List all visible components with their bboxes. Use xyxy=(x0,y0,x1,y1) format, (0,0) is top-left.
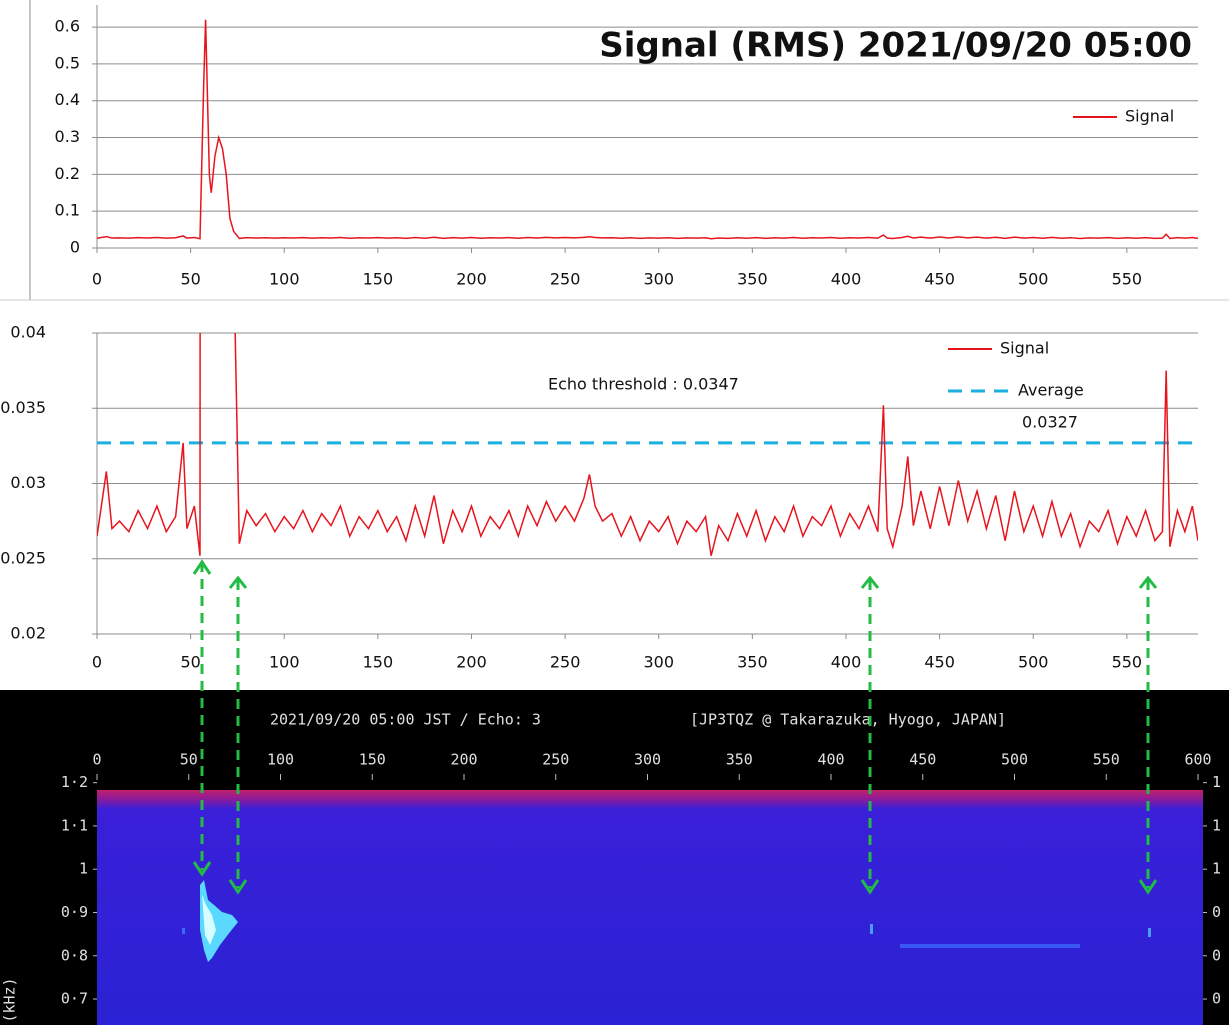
y-tick-label: 0.025 xyxy=(0,548,46,567)
y2-tick-label: 0 xyxy=(1212,990,1221,1008)
y-tick-label: 0.2 xyxy=(55,164,80,183)
x-tick-label: 600 xyxy=(1184,751,1211,769)
y-tick-label: 0·9 xyxy=(61,903,88,921)
x-tick-label: 200 xyxy=(456,653,487,672)
y2-tick-label: 1 xyxy=(1212,773,1221,791)
spectrogram-image xyxy=(97,790,1203,1025)
y-tick-label: 1·1 xyxy=(61,816,88,834)
x-tick-label: 500 xyxy=(1018,653,1049,672)
y-tick-label: 1 xyxy=(79,860,88,878)
x-tick-label: 550 xyxy=(1112,653,1143,672)
x-tick-label: 450 xyxy=(924,653,955,672)
y-tick-label: 0·8 xyxy=(61,946,88,964)
x-tick-label: 500 xyxy=(1018,270,1049,289)
arrow-head xyxy=(1138,575,1158,589)
x-tick-label: 200 xyxy=(456,270,487,289)
x-tick-label: 400 xyxy=(817,751,844,769)
y-tick-label: 1·2 xyxy=(61,773,88,791)
arrows xyxy=(192,559,1158,895)
chart-title: Signal (RMS) 2021/09/20 05:00 xyxy=(599,26,1192,66)
average-label: 0.0327 xyxy=(1022,413,1078,432)
y-tick-label: 0.6 xyxy=(55,17,80,36)
y-tick-label: 0.03 xyxy=(10,473,46,492)
x-tick-label: 550 xyxy=(1112,270,1143,289)
x-tick-label: 150 xyxy=(363,270,394,289)
x-tick-label: 0 xyxy=(92,270,102,289)
arrow-head xyxy=(228,575,248,589)
x-tick-label: 50 xyxy=(180,270,200,289)
y-tick-label: 0.035 xyxy=(0,398,46,417)
x-tick-label: 250 xyxy=(550,270,581,289)
x-tick-label: 0 xyxy=(92,751,101,769)
y2-tick-label: 0 xyxy=(1212,903,1221,921)
y-tick-label: 0.1 xyxy=(55,201,80,220)
x-tick-label: 100 xyxy=(269,653,300,672)
x-tick-label: 50 xyxy=(180,653,200,672)
echo-trace xyxy=(202,895,216,945)
x-tick-label: 550 xyxy=(1093,751,1120,769)
y2-tick-label: 1 xyxy=(1212,816,1221,834)
x-tick-label: 0 xyxy=(92,653,102,672)
x-tick-label: 150 xyxy=(359,751,386,769)
y-tick-label: 0.02 xyxy=(10,624,46,643)
echo-trace xyxy=(182,928,185,934)
x-tick-label: 200 xyxy=(450,751,477,769)
arrow-head xyxy=(192,559,212,575)
x-tick-label: 100 xyxy=(267,751,294,769)
x-tick-label: 250 xyxy=(542,751,569,769)
x-tick-label: 50 xyxy=(180,751,198,769)
x-tick-label: 450 xyxy=(909,751,936,769)
y2-tick-label: 1 xyxy=(1212,860,1221,878)
legend-label: Average xyxy=(1018,381,1084,400)
x-tick-label: 300 xyxy=(643,653,674,672)
legend-label: Signal xyxy=(1000,339,1049,358)
station-label: [JP3TQZ @ Takarazuka, Hyogo, JAPAN] xyxy=(690,711,1006,729)
x-tick-label: 100 xyxy=(269,270,300,289)
y-tick-label: 0.3 xyxy=(55,127,80,146)
annotation: Echo threshold : 0.0347 xyxy=(548,375,739,394)
y-tick-label: 0 xyxy=(70,238,80,257)
arrow-head xyxy=(192,861,212,877)
y2-tick-label: 0 xyxy=(1212,946,1221,964)
x-tick-label: 350 xyxy=(726,751,753,769)
x-tick-label: 400 xyxy=(831,270,862,289)
x-tick-label: 350 xyxy=(737,270,768,289)
echo-trace xyxy=(1148,928,1151,937)
x-tick-label: 400 xyxy=(831,653,862,672)
y-tick-label: 0·7 xyxy=(61,990,88,1008)
x-tick-label: 150 xyxy=(363,653,394,672)
echo-traces xyxy=(182,880,1151,962)
signal-line xyxy=(97,19,1198,240)
arrow-head xyxy=(860,575,880,589)
echo-trace xyxy=(900,944,1080,948)
x-tick-label: 300 xyxy=(643,270,674,289)
spectrogram-title: 2021/09/20 05:00 JST / Echo: 3 xyxy=(270,711,541,729)
y-tick-label: 0.5 xyxy=(55,53,80,72)
x-tick-label: 450 xyxy=(924,270,955,289)
arrow-head xyxy=(1138,879,1158,895)
arrow-head xyxy=(860,879,880,895)
x-tick-label: 500 xyxy=(1001,751,1028,769)
legend-label: Signal xyxy=(1125,107,1174,126)
y-tick-label: 0.4 xyxy=(55,90,80,109)
echo-trace xyxy=(870,924,873,934)
x-tick-label: 300 xyxy=(634,751,661,769)
x-tick-label: 250 xyxy=(550,653,581,672)
x-tick-label: 350 xyxy=(737,653,768,672)
arrow-head xyxy=(228,879,248,895)
y-axis-label: (kHz) xyxy=(1,977,19,1022)
signal-line xyxy=(97,333,1198,556)
y-tick-label: 0.04 xyxy=(10,323,46,342)
